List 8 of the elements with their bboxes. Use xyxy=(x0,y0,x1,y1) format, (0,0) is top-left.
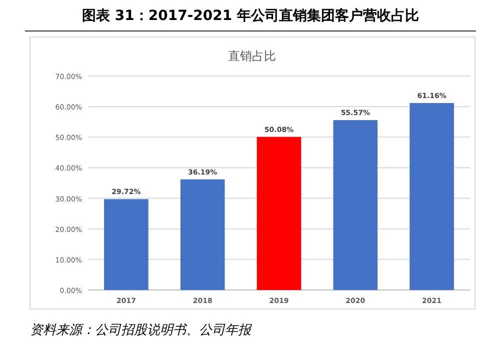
chart-subtitle: 直销占比 xyxy=(228,49,276,63)
bar xyxy=(180,179,225,290)
bar xyxy=(256,136,302,290)
bar xyxy=(410,103,454,290)
chart-title: 图表 31：2017-2021 年公司直销集团客户营收占比 xyxy=(82,7,419,24)
bar xyxy=(104,199,148,290)
bar xyxy=(333,120,378,290)
text: 资料来源：公司招股说明书、公司年报 xyxy=(30,323,253,338)
